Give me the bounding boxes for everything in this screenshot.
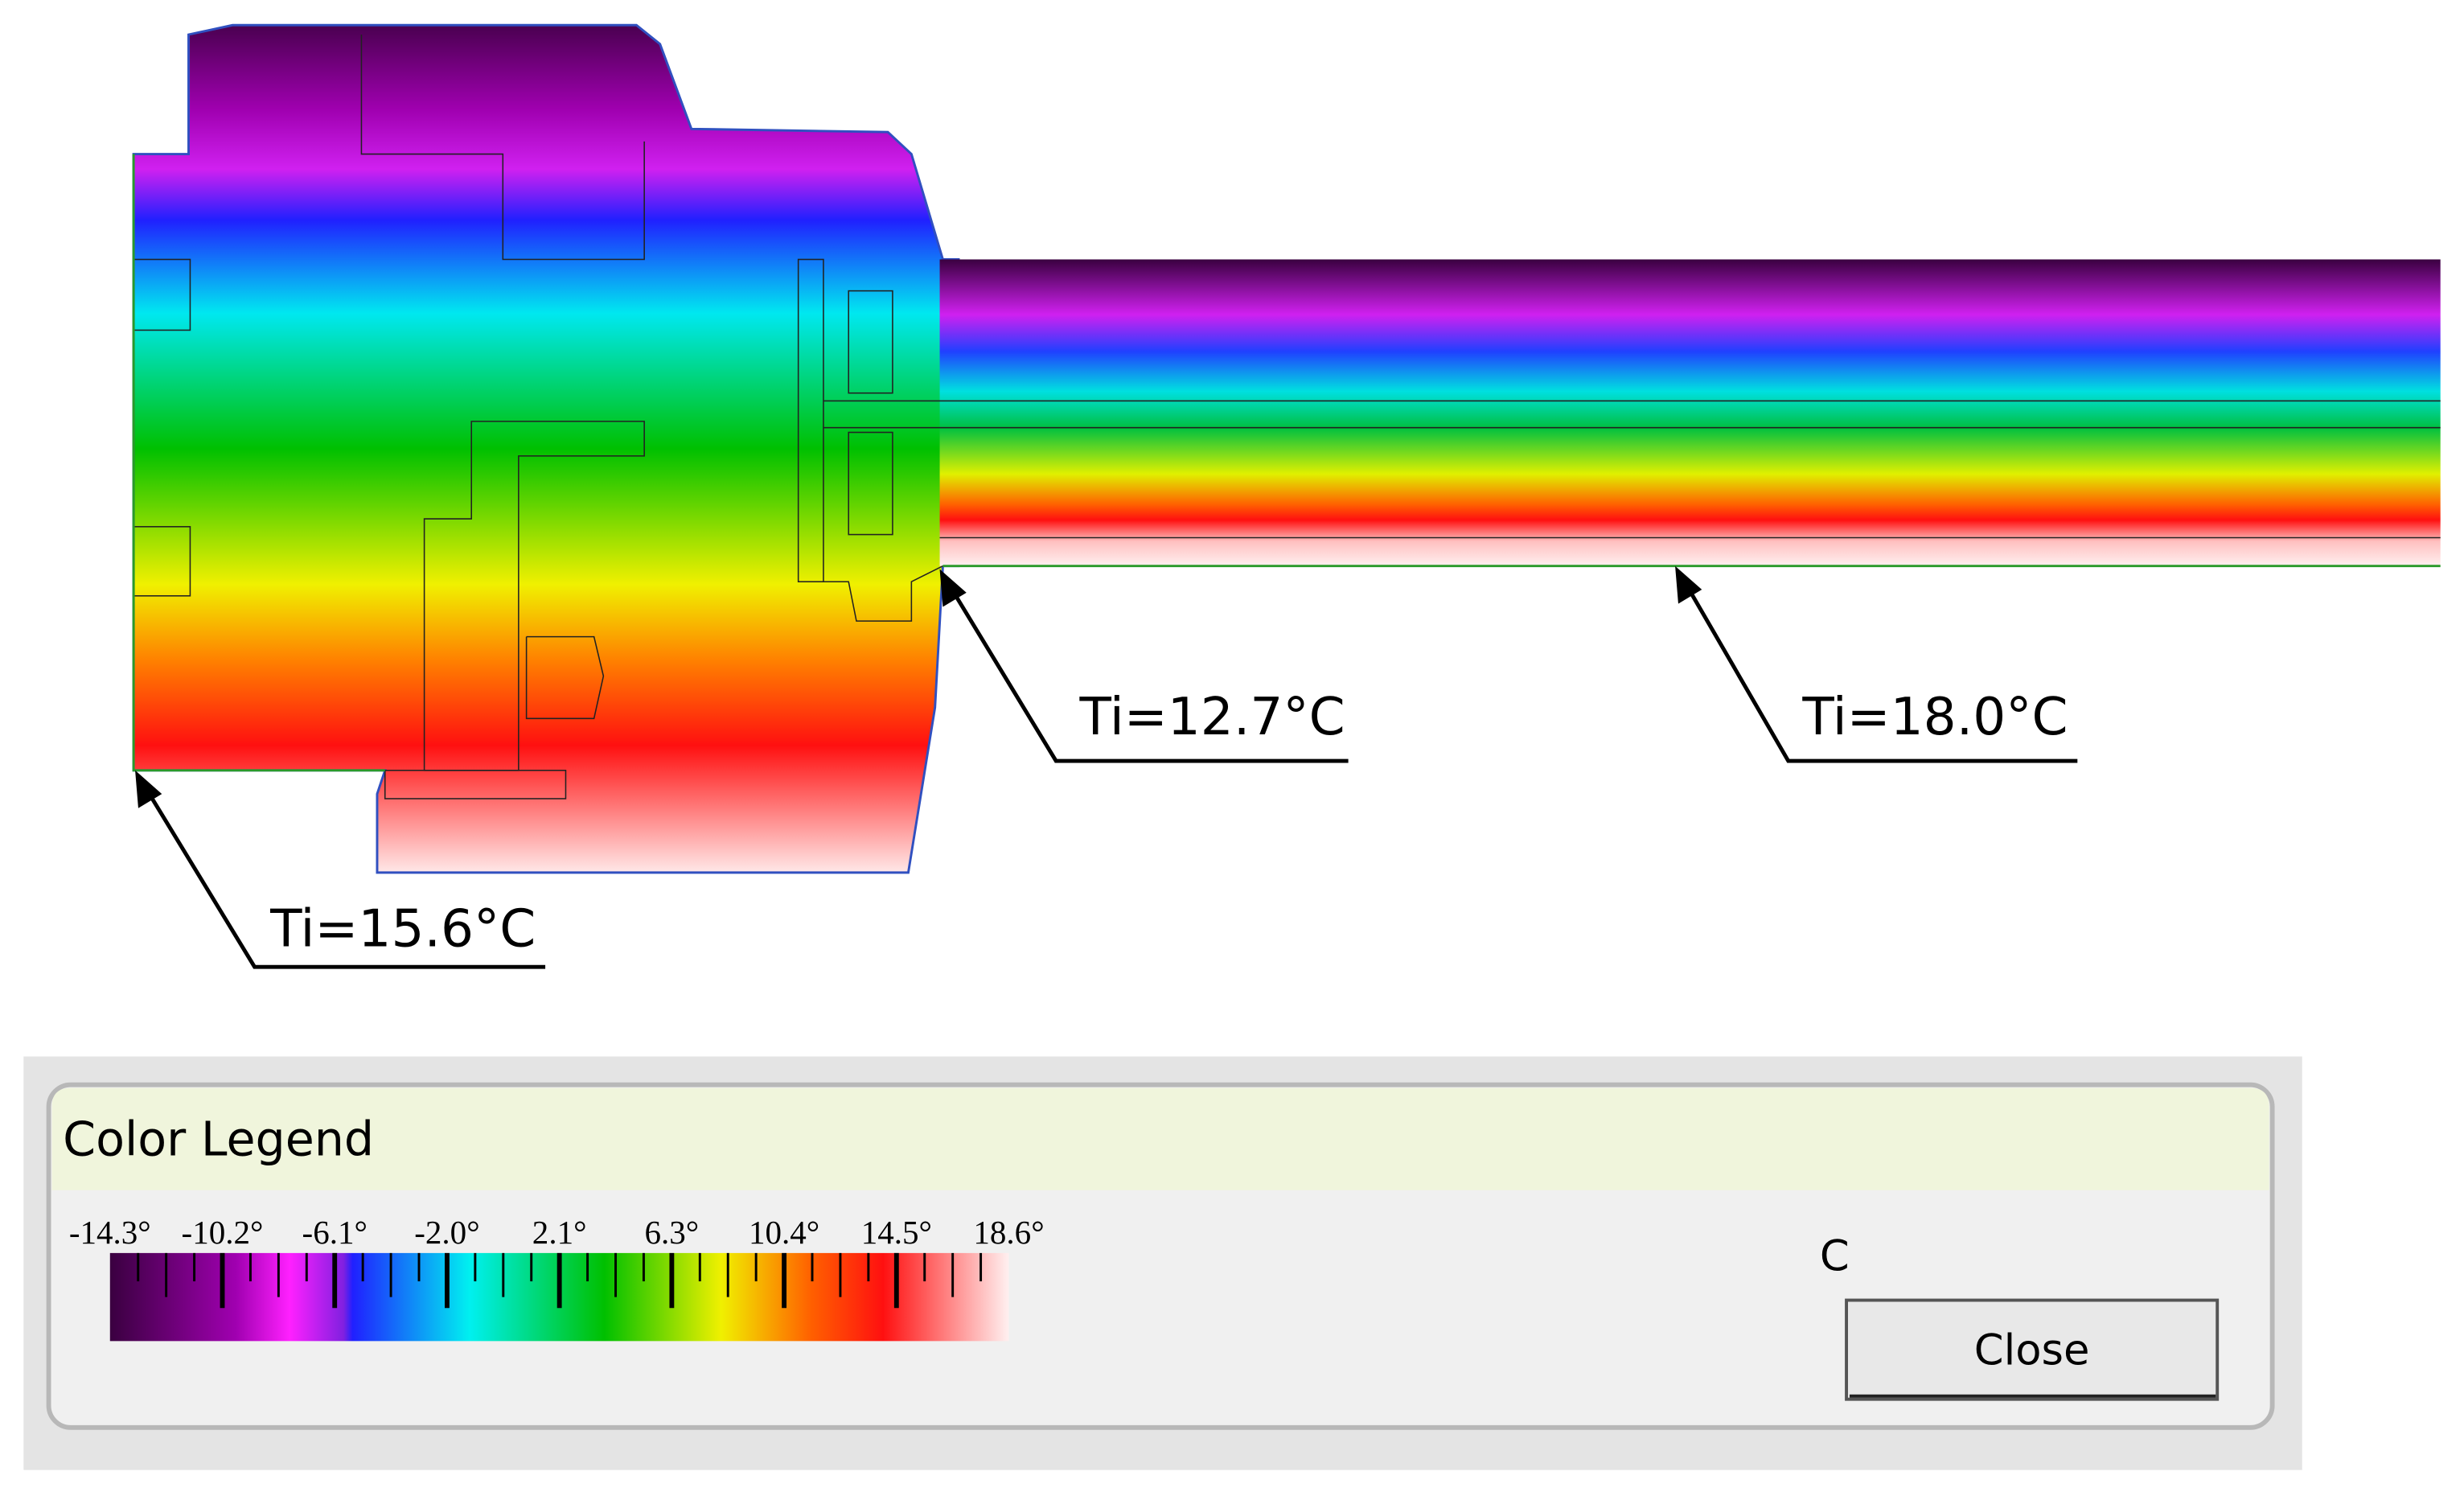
annotation: Ti=15.6°C — [269, 899, 536, 960]
tick-label: -2.0° — [414, 1214, 479, 1251]
tick-label: 6.3° — [645, 1214, 700, 1251]
dialog-title: Color Legend — [63, 1112, 374, 1167]
button-label[interactable]: Close — [1974, 1326, 2090, 1375]
close-button[interactable]: Close — [1845, 1298, 2220, 1401]
arrowheads — [135, 565, 1702, 808]
glazing-section — [939, 259, 2441, 566]
tick-label: -6.1° — [302, 1214, 368, 1251]
tick-label: 18.6° — [973, 1214, 1044, 1251]
unit-label: C — [1820, 1231, 1850, 1280]
color-legend-dialog: Color Legend -14.3° -10.2° -6.1° -2.0° 2.1° 6… — [46, 1082, 2275, 1430]
boundary — [132, 154, 385, 772]
tick-label: -14.3° — [69, 1214, 151, 1251]
annotation-lines — [142, 581, 2078, 969]
tick-label: 14.5° — [861, 1214, 932, 1251]
frame-section — [132, 23, 960, 874]
tick-label: 10.4° — [749, 1214, 819, 1251]
outlines — [133, 35, 2441, 799]
thermal-model — [132, 23, 2441, 874]
tick-label: -10.2° — [182, 1214, 264, 1251]
tick-label: 2.1° — [532, 1214, 587, 1251]
annotation: Ti=18.0°C — [1801, 687, 2068, 747]
annotation: Ti=12.7°C — [1078, 687, 1345, 747]
